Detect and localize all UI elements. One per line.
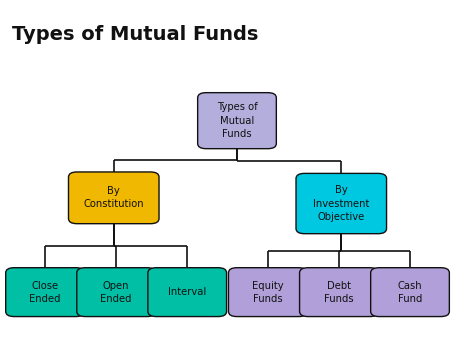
Text: Types of
Mutual
Funds: Types of Mutual Funds <box>217 103 257 139</box>
Text: Interval: Interval <box>168 287 206 297</box>
Text: Close
Ended: Close Ended <box>29 280 61 304</box>
Text: Types of Mutual Funds: Types of Mutual Funds <box>12 25 258 44</box>
Text: Cash
Fund: Cash Fund <box>398 280 422 304</box>
FancyBboxPatch shape <box>6 268 84 317</box>
FancyBboxPatch shape <box>198 93 276 149</box>
FancyBboxPatch shape <box>148 268 227 317</box>
FancyBboxPatch shape <box>371 268 449 317</box>
Text: Debt
Funds: Debt Funds <box>324 280 354 304</box>
FancyBboxPatch shape <box>296 173 386 234</box>
FancyBboxPatch shape <box>68 172 159 224</box>
Text: By
Constitution: By Constitution <box>83 186 144 209</box>
Text: Equity
Funds: Equity Funds <box>252 280 283 304</box>
FancyBboxPatch shape <box>300 268 378 317</box>
Text: Open
Ended: Open Ended <box>100 280 132 304</box>
FancyBboxPatch shape <box>228 268 307 317</box>
FancyBboxPatch shape <box>77 268 155 317</box>
Text: By
Investment
Objective: By Investment Objective <box>313 185 369 222</box>
